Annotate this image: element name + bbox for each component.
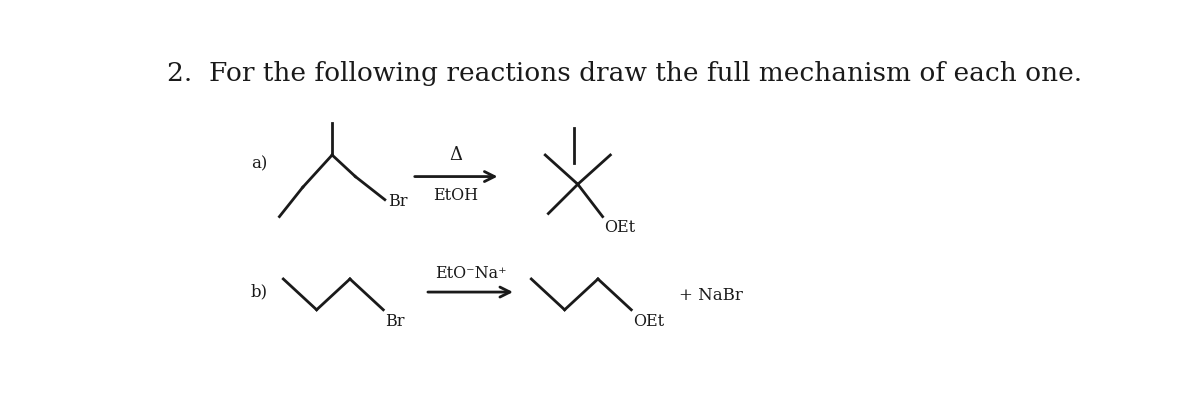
Text: OEt: OEt xyxy=(634,313,665,330)
Text: Br: Br xyxy=(385,313,406,330)
Text: 2.  For the following reactions draw the full mechanism of each one.: 2. For the following reactions draw the … xyxy=(167,61,1082,86)
Text: EtO⁻Na⁺: EtO⁻Na⁺ xyxy=(434,265,506,282)
Text: OEt: OEt xyxy=(604,219,635,236)
Text: Br: Br xyxy=(388,193,408,210)
Text: b): b) xyxy=(251,284,268,300)
Text: Δ: Δ xyxy=(450,146,463,164)
Text: a): a) xyxy=(251,155,268,172)
Text: EtOH: EtOH xyxy=(433,187,479,204)
Text: + NaBr: + NaBr xyxy=(679,287,743,305)
